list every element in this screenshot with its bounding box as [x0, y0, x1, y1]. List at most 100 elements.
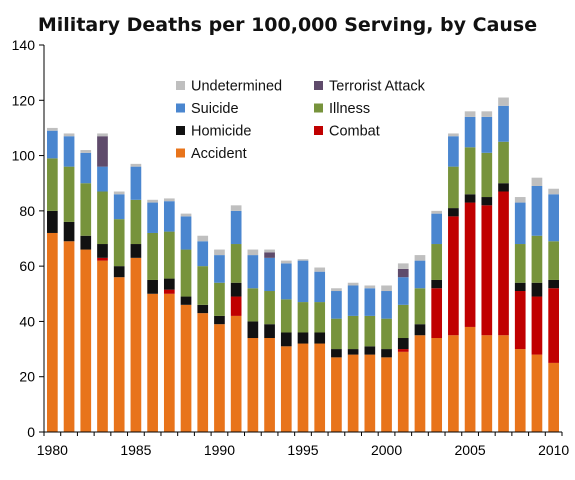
bar-homicide-1984: [113, 266, 125, 278]
bar-accident-2008: [514, 349, 526, 432]
bar-illness-2005: [464, 147, 476, 195]
bar-combat-2009: [531, 296, 543, 355]
legend-swatch-accident: [176, 148, 185, 158]
bar-homicide-1999: [364, 346, 376, 355]
bar-suicide-2005: [464, 116, 476, 148]
bar-homicide-1997: [331, 349, 342, 358]
bar-suicide-1987: [163, 201, 175, 232]
bar-accident-2010: [548, 362, 559, 432]
bar-illness-1984: [113, 219, 125, 267]
bar-suicide-1996: [314, 271, 326, 303]
bar-suicide-2006: [481, 116, 493, 153]
bar-undetermined-1983: [97, 133, 108, 137]
bar-accident-2000: [381, 357, 392, 432]
legend-label-homicide: Homicide: [191, 124, 251, 140]
x-tick-label: 2010: [538, 442, 569, 458]
bar-suicide-1989: [197, 241, 209, 267]
bar-suicide-2008: [514, 202, 526, 245]
bar-undetermined-1984: [113, 191, 125, 195]
bar-illness-1997: [331, 318, 342, 350]
x-tick-label: 1990: [204, 442, 235, 458]
legend-swatch-terrorist-attack: [314, 81, 323, 90]
bar-homicide-2007: [498, 183, 509, 192]
bar-suicide-1993: [264, 257, 275, 292]
bar-undetermined-1989: [197, 235, 209, 242]
bar-combat-2004: [448, 216, 459, 336]
bar-undetermined-1995: [297, 259, 309, 261]
bar-homicide-2009: [531, 282, 543, 297]
bar-undetermined-2008: [514, 197, 526, 203]
bar-accident-1998: [347, 354, 359, 432]
bar-illness-1999: [364, 315, 376, 347]
legend-label-terrorist-attack: Terrorist Attack: [329, 79, 426, 95]
bar-homicide-1991: [230, 282, 242, 297]
bar-accident-1996: [314, 343, 326, 432]
bar-homicide-1989: [197, 304, 209, 314]
bar-homicide-1998: [347, 349, 359, 355]
legend-swatch-illness: [314, 103, 323, 113]
chart-title: Military Deaths per 100,000 Serving, by …: [37, 14, 538, 36]
bar-illness-1988: [180, 249, 192, 297]
legend-swatch-suicide: [176, 103, 185, 113]
bar-undetermined-1987: [163, 198, 175, 202]
bar-suicide-1980: [47, 130, 58, 159]
bar-illness-2009: [531, 235, 543, 283]
bar-suicide-2009: [531, 185, 543, 236]
legend-swatch-combat: [314, 126, 323, 135]
bar-illness-2010: [548, 241, 559, 280]
bar-accident-2005: [464, 326, 476, 432]
bar-combat-2010: [548, 288, 559, 363]
bar-accident-1995: [297, 343, 309, 432]
bar-undetermined-2003: [431, 210, 443, 214]
bar-accident-1988: [180, 304, 192, 432]
bar-suicide-1991: [230, 210, 242, 245]
bar-illness-1987: [163, 231, 175, 279]
bar-accident-1983: [97, 260, 108, 432]
bar-undetermined-2002: [414, 255, 426, 261]
bar-homicide-1980: [47, 210, 58, 233]
bar-accident-2009: [531, 354, 543, 432]
bar-accident-1989: [197, 313, 209, 432]
bar-suicide-1985: [130, 166, 142, 200]
bar-suicide-1983: [97, 166, 108, 192]
bar-illness-2003: [431, 244, 443, 280]
bar-homicide-1983: [97, 244, 108, 258]
bar-accident-1985: [130, 257, 142, 432]
bar-illness-2001: [397, 304, 409, 339]
bar-suicide-2002: [414, 260, 426, 289]
bar-undetermined-1996: [314, 267, 326, 272]
y-tick-label: 0: [27, 424, 35, 440]
bar-homicide-2000: [381, 349, 392, 358]
bar-homicide-2002: [414, 324, 426, 336]
bar-homicide-2010: [548, 279, 559, 289]
bar-illness-1998: [347, 315, 359, 350]
bar-homicide-1985: [130, 244, 142, 258]
bar-homicide-1981: [63, 221, 75, 242]
y-tick-label: 140: [12, 37, 36, 53]
bar-illness-1995: [297, 302, 309, 333]
bar-illness-1996: [314, 302, 326, 333]
legend-label-suicide: Suicide: [191, 101, 239, 117]
bar-undetermined-1982: [80, 150, 92, 153]
bar-homicide-1986: [147, 279, 158, 294]
bar-undetermined-1991: [230, 205, 242, 211]
bar-illness-2000: [381, 318, 392, 350]
bar-terrorist-attack-2001: [397, 268, 409, 278]
bar-suicide-1981: [63, 136, 75, 167]
bar-homicide-1990: [214, 315, 225, 325]
bar-homicide-1988: [180, 296, 192, 305]
bar-illness-1980: [47, 158, 58, 211]
bar-combat-2008: [514, 291, 526, 350]
bar-combat-2007: [498, 191, 509, 336]
bar-undetermined-1998: [347, 282, 359, 286]
bar-undetermined-1980: [47, 127, 58, 131]
bar-suicide-1995: [297, 260, 309, 303]
bar-accident-1987: [163, 293, 175, 432]
bar-accident-1982: [80, 249, 92, 432]
bar-undetermined-2001: [397, 263, 409, 269]
bar-undetermined-1993: [264, 249, 275, 253]
bar-illness-1991: [230, 244, 242, 283]
bar-accident-2002: [414, 335, 426, 432]
y-tick-label: 100: [12, 148, 36, 164]
